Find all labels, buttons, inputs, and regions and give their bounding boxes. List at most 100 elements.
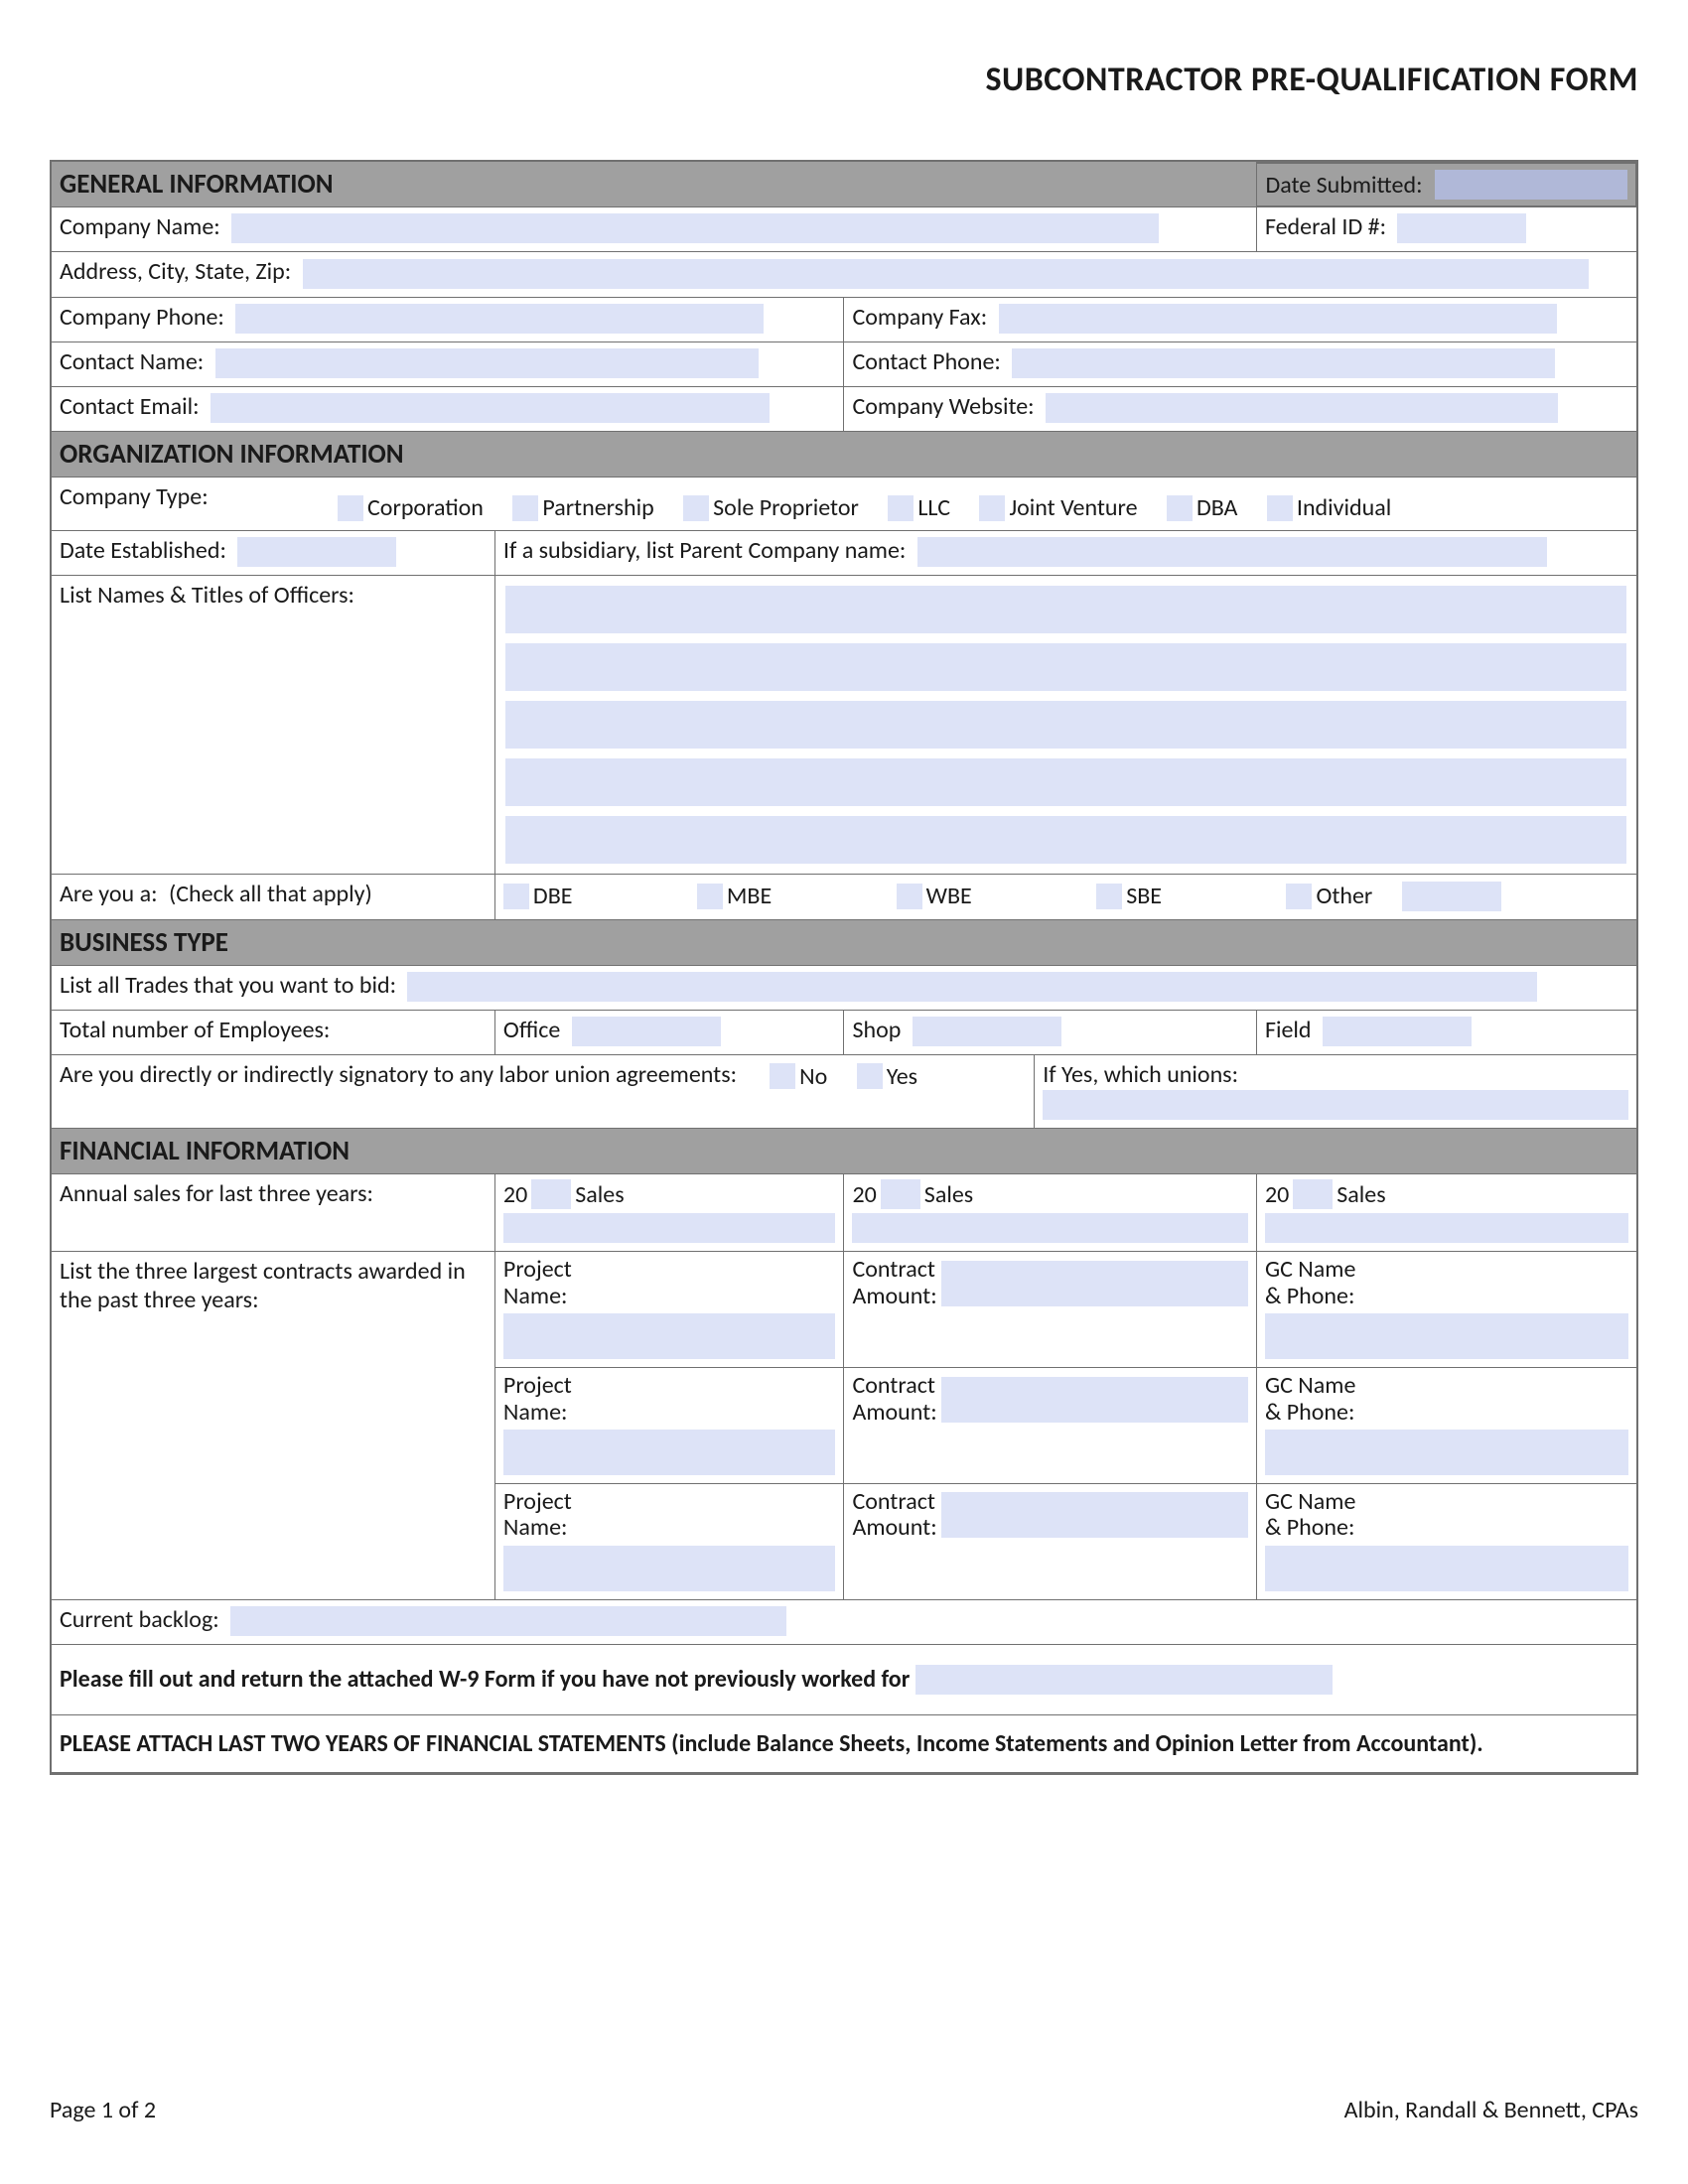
company-type-options: Corporation Partnership Sole Proprietor …	[338, 491, 1628, 522]
contact-phone-label: Contact Phone:	[852, 347, 1000, 376]
federal-id-input[interactable]	[1397, 213, 1526, 243]
company-name-input[interactable]	[231, 213, 1159, 243]
officer-input-3[interactable]	[505, 701, 1626, 749]
office-input[interactable]	[572, 1017, 721, 1046]
contact-phone-input[interactable]	[1012, 348, 1555, 378]
backlog-input[interactable]	[230, 1606, 786, 1636]
proj1-gc-input[interactable]	[1265, 1313, 1628, 1359]
address-input[interactable]	[303, 259, 1590, 289]
proj3-amount-label: ContractAmount:	[852, 1489, 936, 1542]
opt-partnership: Partnership	[542, 493, 653, 522]
checkbox-individual[interactable]	[1267, 495, 1293, 521]
checkbox-llc[interactable]	[888, 495, 914, 521]
address-cell: Address, City, State, Zip:	[51, 252, 1637, 297]
company-website-input[interactable]	[1046, 393, 1558, 423]
proj2-amount-label: ContractAmount:	[852, 1373, 936, 1426]
officer-input-5[interactable]	[505, 816, 1626, 864]
which-unions-cell: If Yes, which unions:	[1035, 1055, 1637, 1129]
checkbox-mbe[interactable]	[697, 884, 723, 909]
year-3-input[interactable]	[1293, 1179, 1333, 1209]
opt-jv: Joint Venture	[1009, 493, 1137, 522]
date-submitted-input[interactable]	[1435, 170, 1628, 200]
year-2-input[interactable]	[881, 1179, 920, 1209]
checkbox-union-no[interactable]	[770, 1063, 795, 1089]
proj2-gc-input[interactable]	[1265, 1430, 1628, 1475]
sales-2: Sales	[924, 1180, 973, 1209]
proj3-gc-input[interactable]	[1265, 1546, 1628, 1591]
section-general: GENERAL INFORMATION	[51, 161, 1256, 207]
contact-phone-cell: Contact Phone:	[844, 341, 1637, 386]
checkbox-dba[interactable]	[1167, 495, 1193, 521]
checkbox-union-yes[interactable]	[857, 1063, 883, 1089]
company-fax-input[interactable]	[999, 304, 1558, 334]
checkbox-dbe[interactable]	[503, 884, 529, 909]
are-you-a-cell: Are you a: (Check all that apply)	[51, 875, 494, 919]
officer-input-1[interactable]	[505, 586, 1626, 633]
office-cell: Office	[494, 1010, 844, 1054]
proj2-amount-input[interactable]	[941, 1377, 1248, 1423]
contact-name-cell: Contact Name:	[51, 341, 844, 386]
officers-label: List Names & Titles of Officers:	[60, 581, 354, 610]
checkbox-corporation[interactable]	[338, 495, 363, 521]
proj2-amount-cell: ContractAmount:	[844, 1368, 1256, 1484]
sales-3-input[interactable]	[1265, 1213, 1628, 1243]
proj2-gc-cell: GC Name& Phone:	[1256, 1368, 1637, 1484]
proj3-gc-label: GC Name& Phone:	[1265, 1489, 1355, 1542]
proj1-amount-label: ContractAmount:	[852, 1257, 936, 1309]
company-phone-input[interactable]	[235, 304, 763, 334]
contracts-label: List the three largest contracts awarded…	[60, 1257, 481, 1314]
proj3-name-input[interactable]	[503, 1546, 836, 1591]
other-cert-input[interactable]	[1402, 882, 1501, 911]
date-submitted-label: Date Submitted:	[1265, 171, 1422, 200]
employees-label: Total number of Employees:	[60, 1016, 330, 1044]
proj1-amount-input[interactable]	[941, 1261, 1248, 1306]
shop-input[interactable]	[913, 1017, 1061, 1046]
trades-input[interactable]	[407, 972, 1537, 1002]
proj2-name-input[interactable]	[503, 1430, 836, 1475]
annual-sales-label: Annual sales for last three years:	[60, 1179, 373, 1208]
field-input[interactable]	[1323, 1017, 1472, 1046]
contact-email-input[interactable]	[211, 393, 770, 423]
company-website-label: Company Website:	[852, 392, 1034, 421]
proj3-name-label: ProjectName:	[503, 1489, 572, 1542]
checkbox-other[interactable]	[1286, 884, 1312, 909]
footer: Page 1 of 2 Albin, Randall & Bennett, CP…	[50, 2096, 1638, 2124]
company-website-cell: Company Website:	[844, 387, 1637, 432]
officer-input-2[interactable]	[505, 643, 1626, 691]
checkbox-partnership[interactable]	[512, 495, 538, 521]
checkbox-sbe[interactable]	[1096, 884, 1122, 909]
subsidiary-cell: If a subsidiary, list Parent Company nam…	[494, 531, 1637, 576]
year-1-input[interactable]	[531, 1179, 571, 1209]
opt-individual: Individual	[1297, 493, 1391, 522]
proj3-amount-input[interactable]	[941, 1492, 1248, 1538]
union-no-label: No	[799, 1062, 827, 1091]
sales-1-input[interactable]	[503, 1213, 836, 1243]
company-type-cell: Company Type: Corporation Partnership So…	[51, 478, 1637, 531]
officer-input-4[interactable]	[505, 758, 1626, 806]
which-unions-input[interactable]	[1043, 1090, 1628, 1120]
checkbox-sole[interactable]	[683, 495, 709, 521]
are-you-a-label: Are you a:	[60, 880, 158, 908]
shop-label: Shop	[852, 1016, 901, 1044]
opt-other: Other	[1316, 882, 1372, 910]
proj1-name-input[interactable]	[503, 1313, 836, 1359]
which-unions-label: If Yes, which unions:	[1043, 1060, 1238, 1089]
checkbox-wbe[interactable]	[897, 884, 922, 909]
sales-2-input[interactable]	[852, 1213, 1247, 1243]
contact-name-input[interactable]	[215, 348, 759, 378]
attach-row: PLEASE ATTACH LAST TWO YEARS OF FINANCIA…	[51, 1715, 1637, 1773]
proj2-name-cell: ProjectName:	[494, 1368, 844, 1484]
attach-text: PLEASE ATTACH LAST TWO YEARS OF FINANCIA…	[60, 1729, 1483, 1758]
date-established-input[interactable]	[237, 537, 396, 567]
federal-id-label: Federal ID #:	[1265, 212, 1386, 241]
contracts-label-cell: List the three largest contracts awarded…	[51, 1252, 494, 1599]
opt-corporation: Corporation	[367, 493, 484, 522]
company-fax-label: Company Fax:	[852, 303, 987, 332]
subsidiary-input[interactable]	[917, 537, 1548, 567]
w9-input[interactable]	[915, 1665, 1333, 1695]
union-label: Are you directly or indirectly signatory…	[60, 1060, 737, 1089]
company-name-cell: Company Name:	[51, 207, 1256, 252]
checkbox-jv[interactable]	[979, 495, 1005, 521]
sales-y1-cell: 20 Sales	[494, 1174, 844, 1252]
union-cell: Are you directly or indirectly signatory…	[51, 1055, 1035, 1129]
